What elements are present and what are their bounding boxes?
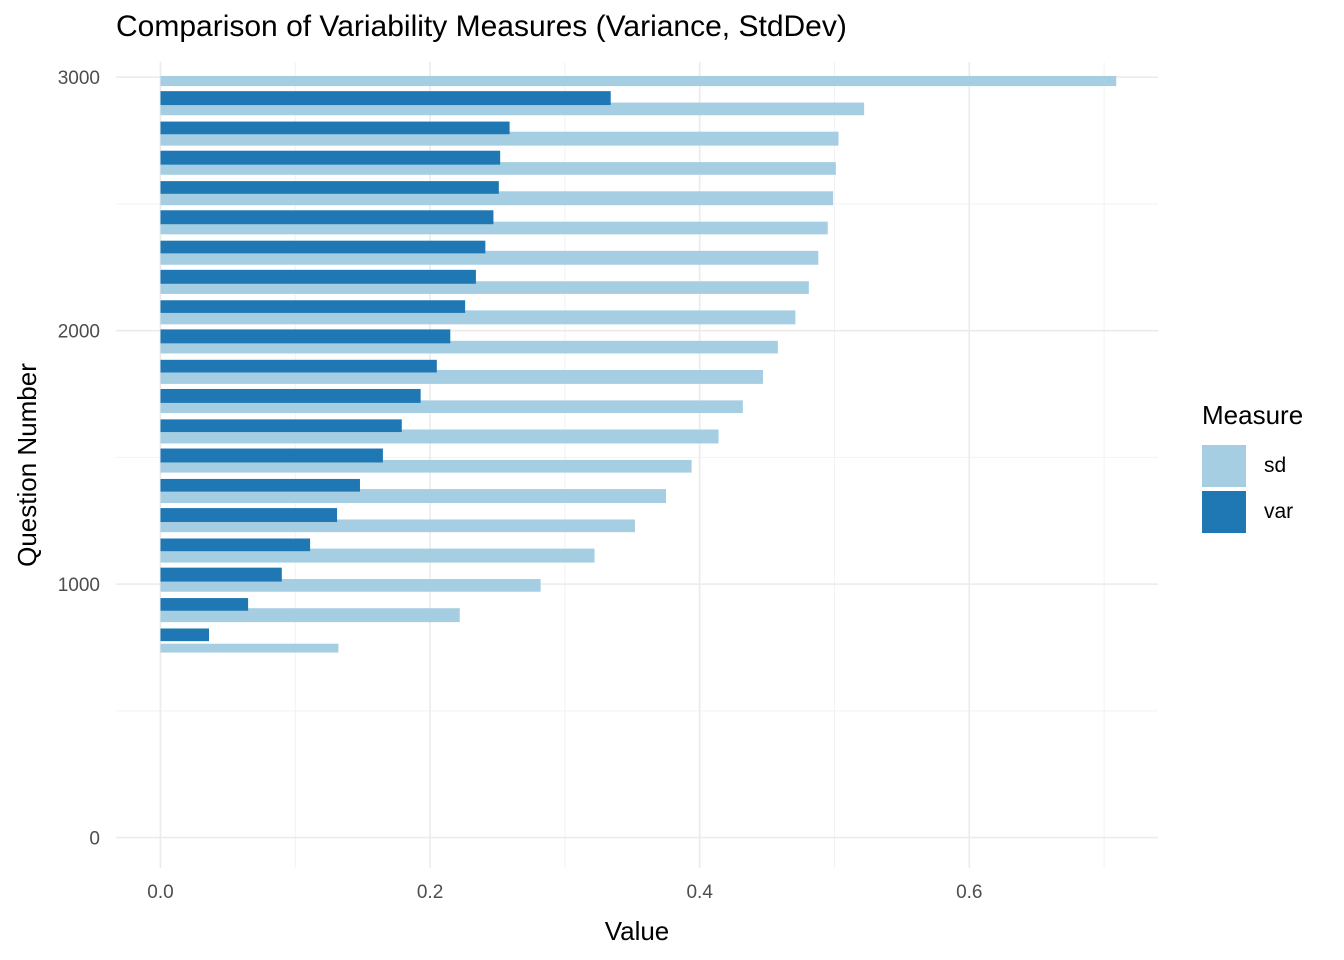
bar-var xyxy=(160,91,611,106)
bar-var xyxy=(160,598,249,611)
bar-sd xyxy=(160,643,339,653)
y-tick-label: 0 xyxy=(89,829,100,850)
bar-var xyxy=(160,388,421,403)
legend: Measure sd var xyxy=(1202,400,1303,535)
bar-series xyxy=(160,75,1117,653)
bar-sd xyxy=(160,548,595,563)
legend-item-sd: sd xyxy=(1202,443,1303,489)
legend-label-sd: sd xyxy=(1264,454,1287,477)
bar-sd xyxy=(160,489,666,504)
bar-var xyxy=(160,240,486,254)
x-axis-title: Value xyxy=(605,916,670,946)
bar-sd xyxy=(160,369,764,384)
bar-sd xyxy=(160,131,839,146)
bar-var xyxy=(160,181,499,194)
bar-sd xyxy=(160,191,834,206)
bar-var xyxy=(160,269,476,284)
bar-sd xyxy=(160,579,541,592)
bar-sd xyxy=(160,250,819,265)
bar-sd xyxy=(160,221,828,235)
bar-sd xyxy=(160,459,692,473)
bar-var xyxy=(160,359,437,373)
bar-var xyxy=(160,538,311,552)
bar-var xyxy=(160,150,501,165)
bar-var xyxy=(160,121,510,135)
bar-sd xyxy=(160,281,809,294)
bar-var xyxy=(160,567,282,582)
bar-var xyxy=(160,210,494,225)
bar-sd xyxy=(160,429,719,444)
legend-item-var: var xyxy=(1202,489,1303,535)
bar-sd xyxy=(160,310,796,325)
x-tick-label: 0.2 xyxy=(417,882,443,903)
legend-items: sd var xyxy=(1202,443,1303,535)
bar-var xyxy=(160,419,402,433)
y-tick-label: 1000 xyxy=(58,575,100,596)
bar-sd xyxy=(160,75,1117,87)
chart-title: Comparison of Variability Measures (Vari… xyxy=(116,10,847,43)
y-axis-title: Question Number xyxy=(12,363,42,567)
legend-label-var: var xyxy=(1264,500,1294,523)
bar-var xyxy=(160,478,360,492)
axis-labels: 0.0 0.2 0.4 0.6 0 1000 2000 3000 Value Question N… xyxy=(12,68,982,946)
bar-sd xyxy=(160,608,460,623)
x-tick-label: 0.0 xyxy=(147,882,173,903)
bar-sd xyxy=(160,519,635,533)
bar-var xyxy=(160,329,451,344)
bar-sd xyxy=(160,400,743,414)
bar-var xyxy=(160,448,383,463)
y-tick-label: 3000 xyxy=(58,68,100,89)
bar-sd xyxy=(160,340,778,354)
bar-sd xyxy=(160,162,836,175)
x-tick-label: 0.4 xyxy=(686,882,713,903)
legend-key-var xyxy=(1202,491,1246,533)
bar-var xyxy=(160,628,210,642)
bar-var xyxy=(160,508,338,523)
x-tick-label: 0.6 xyxy=(956,882,982,903)
bar-sd xyxy=(160,102,865,116)
bar-var xyxy=(160,300,466,313)
y-tick-label: 2000 xyxy=(58,322,100,343)
legend-title: Measure xyxy=(1202,400,1304,430)
legend-key-sd xyxy=(1202,445,1246,487)
